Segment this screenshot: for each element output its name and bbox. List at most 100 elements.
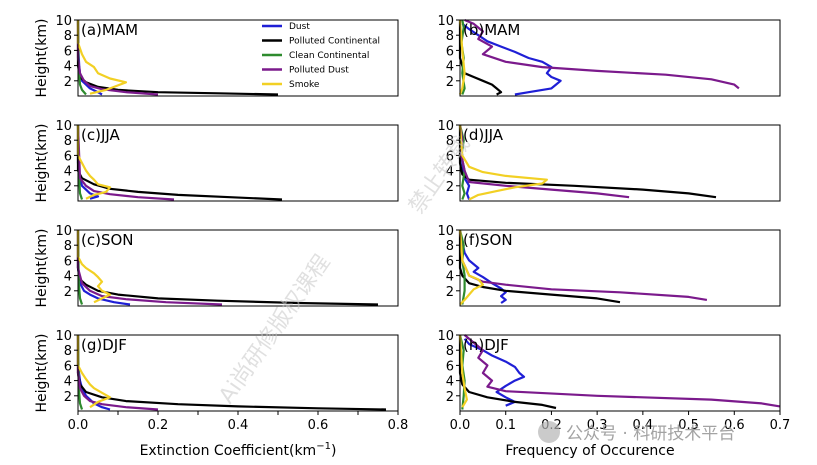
x-tick-label: 0.1	[495, 418, 516, 433]
y-tick-label: 6	[64, 359, 72, 374]
panel-title: (c)JJA	[81, 126, 121, 144]
panel-title: (g)DJF	[81, 336, 127, 354]
legend-entry: Dust	[289, 22, 310, 32]
y-tick-label: 2	[446, 75, 454, 90]
series-line-polluted-dust	[464, 18, 740, 90]
series-line-smoke	[458, 19, 466, 95]
y-tick-label: 4	[446, 165, 454, 180]
y-tick-label: 8	[446, 29, 454, 44]
y-tick-label: 6	[64, 44, 72, 59]
series-line-smoke	[458, 334, 468, 408]
y-tick-label: 8	[64, 239, 72, 254]
legend-entry: Smoke	[289, 80, 320, 90]
y-tick-label: 4	[64, 270, 72, 285]
watermark-footer: 公众号 · 科研技术平台	[538, 421, 735, 444]
plot-frame	[459, 229, 781, 307]
x-tick-label: 0.0	[68, 418, 89, 433]
series-line-smoke	[76, 20, 128, 95]
wechat-logo-icon	[538, 421, 560, 443]
y-axis-title: Height(km)	[34, 229, 50, 308]
series-line-dust	[461, 241, 507, 304]
x-tick-label: 0.6	[308, 418, 329, 433]
plot-frame	[459, 124, 781, 202]
y-tick-label: 4	[64, 165, 72, 180]
x-axis-title-left-text: Extinction Coefficient(km	[140, 443, 317, 459]
plot-frame	[459, 334, 781, 412]
series-line-polluted-continental	[458, 20, 503, 96]
x-axis-title-left: Extinction Coefficient(km−1)	[140, 441, 337, 459]
panel-title: (d)JJA	[463, 126, 504, 144]
panel-title: (c)SON	[81, 231, 134, 249]
series-line-smoke	[76, 335, 112, 409]
y-axis-title: Height(km)	[34, 334, 50, 413]
legend-entry: Polluted Continental	[289, 37, 380, 47]
y-tick-label: 6	[64, 254, 72, 269]
x-tick-label: 0.5	[678, 418, 699, 433]
y-tick-label: 2	[446, 285, 454, 300]
y-tick-label: 10	[55, 224, 72, 239]
legend-entry: Polluted Dust	[289, 66, 349, 76]
y-tick-label: 10	[437, 224, 454, 239]
panel-title: (h)DJF	[463, 336, 509, 354]
panel-title: (a)MAM	[81, 21, 138, 39]
y-tick-label: 10	[55, 14, 72, 29]
y-tick-label: 2	[64, 390, 72, 405]
y-tick-label: 4	[64, 60, 72, 75]
plot-frame	[77, 229, 399, 307]
y-tick-label: 6	[446, 149, 454, 164]
series-line-smoke	[76, 230, 112, 304]
x-tick-label: 0.4	[633, 418, 654, 433]
series-line-smoke	[458, 229, 484, 306]
x-axis-title-right: Frequency of Occurence	[505, 443, 674, 459]
series-line-polluted-dust	[463, 334, 781, 408]
y-tick-label: 6	[446, 254, 454, 269]
series-line-clean-continental	[458, 334, 466, 410]
y-tick-label: 8	[446, 239, 454, 254]
y-tick-label: 10	[55, 119, 72, 134]
legend: Dust Polluted Continental Clean Continenta…	[262, 22, 380, 90]
series-line-polluted-dust	[76, 124, 175, 201]
legend-entry: Clean Continental	[289, 51, 369, 61]
x-tick-label: 0.4	[228, 418, 249, 433]
series-line-polluted-dust	[76, 230, 223, 306]
y-tick-label: 6	[64, 149, 72, 164]
y-tick-label: 2	[64, 75, 72, 90]
panel-title: (b)MAM	[463, 21, 520, 39]
y-tick-label: 6	[446, 44, 454, 59]
series-line-dust	[461, 22, 562, 96]
x-axis-title-left-sup: −1	[316, 441, 331, 452]
y-tick-label: 4	[64, 375, 72, 390]
watermark-diagonal: Ai尚研修版权课程	[214, 251, 335, 409]
y-tick-label: 10	[437, 14, 454, 29]
x-tick-label: 0.8	[388, 418, 409, 433]
y-tick-label: 8	[446, 344, 454, 359]
plot-frame	[459, 19, 781, 97]
series-line-smoke	[458, 124, 549, 201]
y-tick-label: 10	[55, 329, 72, 344]
y-tick-label: 8	[64, 134, 72, 149]
y-tick-label: 10	[437, 119, 454, 134]
watermark-footer-text: 公众号 · 科研技术平台	[566, 424, 735, 444]
y-tick-label: 2	[64, 285, 72, 300]
axis-labels: Height(km) Height(km) Height(km) Height(km)…	[34, 19, 675, 459]
series-line-polluted-continental	[458, 230, 621, 304]
y-tick-label: 2	[446, 390, 454, 405]
y-axis-title: Height(km)	[34, 19, 50, 98]
y-tick-label: 4	[446, 270, 454, 285]
y-tick-label: 8	[446, 134, 454, 149]
panel-title: (f)SON	[463, 231, 513, 249]
x-tick-label: 0.3	[587, 418, 608, 433]
y-tick-label: 8	[64, 344, 72, 359]
series-line-dust	[463, 338, 526, 407]
series-line-smoke	[76, 125, 112, 200]
x-axis-title-left-close: )	[331, 443, 336, 459]
